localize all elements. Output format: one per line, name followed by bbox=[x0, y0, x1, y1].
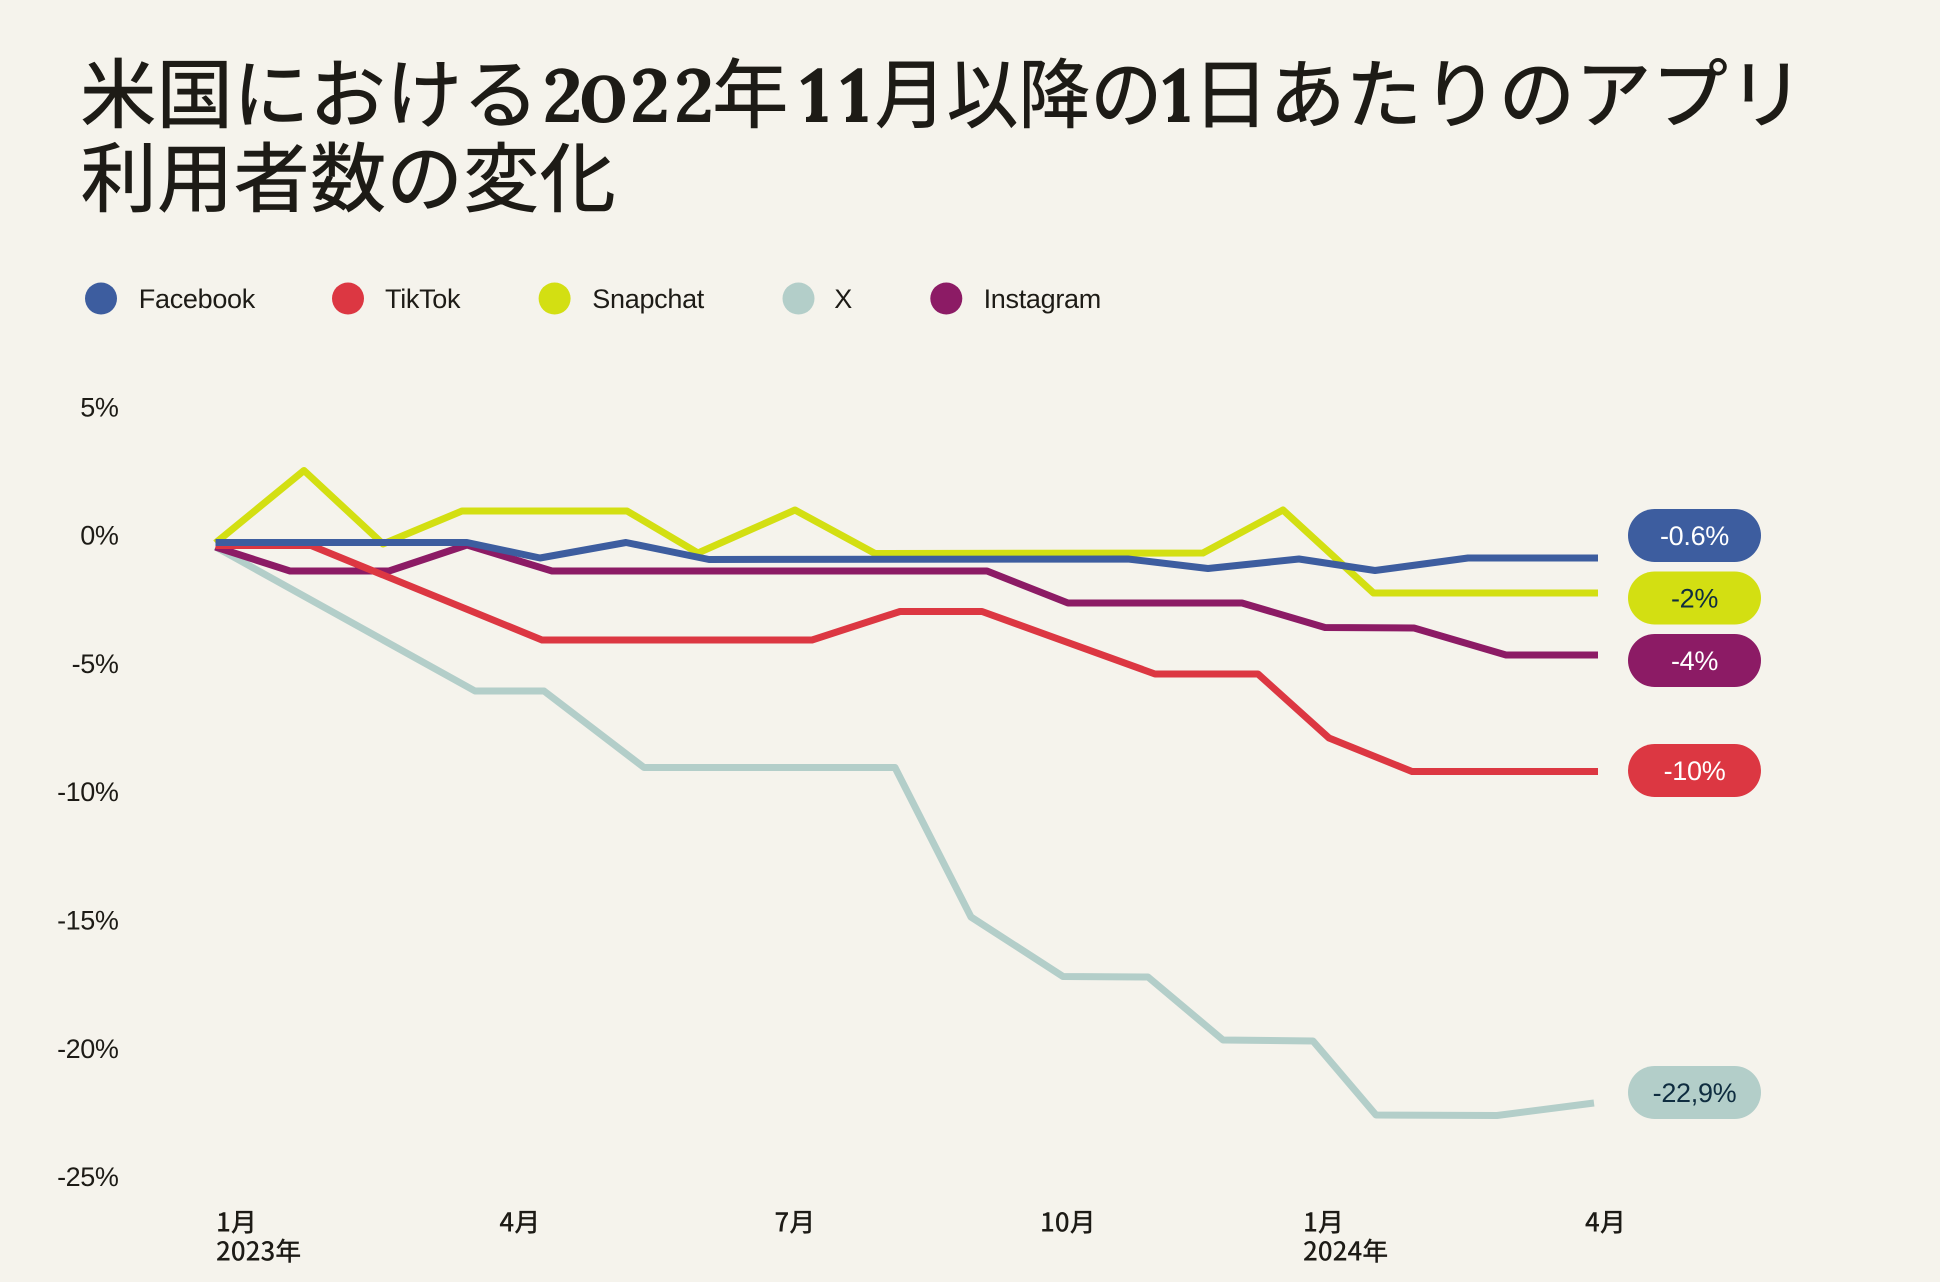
svg-text:TikTok: TikTok bbox=[385, 284, 461, 314]
svg-text:-20%: -20% bbox=[57, 1034, 119, 1064]
svg-text:X: X bbox=[834, 284, 852, 314]
svg-text:-5%: -5% bbox=[72, 649, 119, 679]
svg-text:-0.6%: -0.6% bbox=[1660, 521, 1729, 551]
svg-text:Instagram: Instagram bbox=[984, 284, 1101, 314]
svg-text:Facebook: Facebook bbox=[139, 284, 256, 314]
svg-text:-4%: -4% bbox=[1671, 646, 1718, 676]
svg-text:5%: 5% bbox=[80, 392, 119, 422]
svg-text:-25%: -25% bbox=[57, 1162, 119, 1192]
svg-text:-2%: -2% bbox=[1671, 584, 1718, 614]
svg-text:0%: 0% bbox=[80, 521, 119, 551]
svg-text:-10%: -10% bbox=[57, 777, 119, 807]
svg-text:-22,9%: -22,9% bbox=[1653, 1078, 1737, 1108]
svg-text:-15%: -15% bbox=[57, 906, 119, 936]
svg-text:-10%: -10% bbox=[1664, 756, 1726, 786]
svg-text:Snapchat: Snapchat bbox=[592, 284, 704, 314]
